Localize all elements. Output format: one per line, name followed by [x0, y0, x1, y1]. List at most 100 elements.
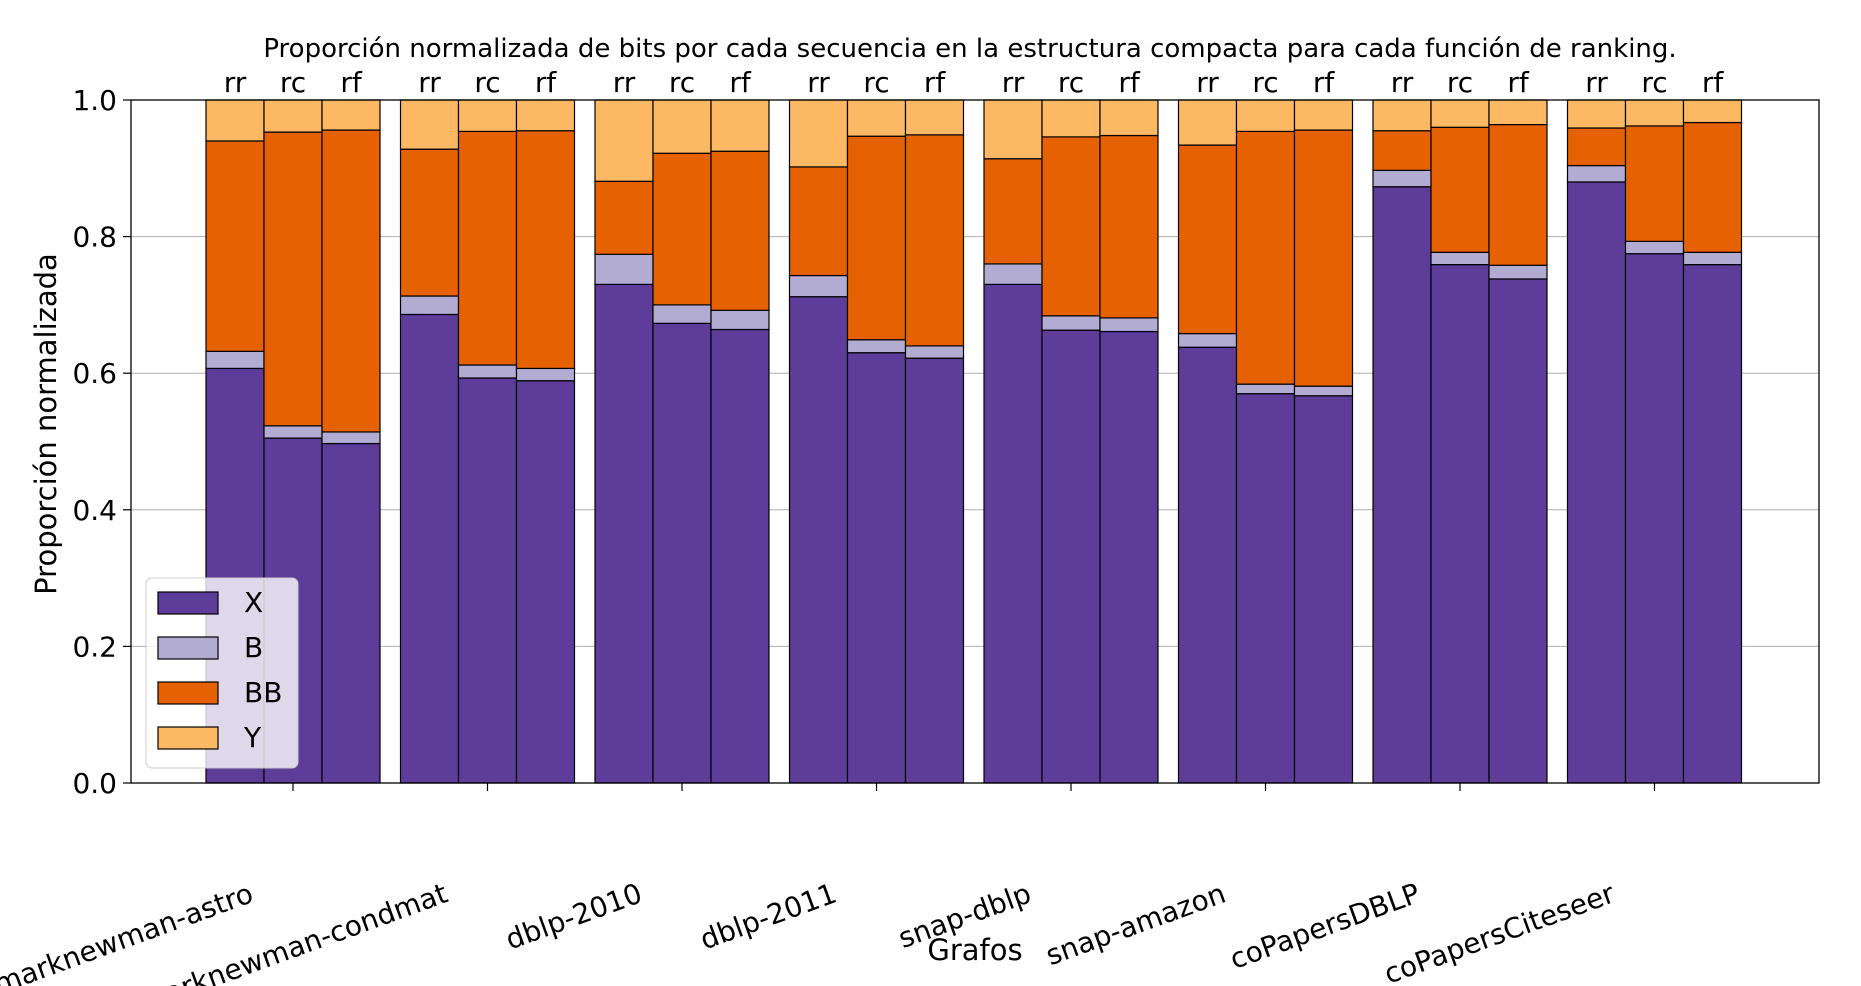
bar-segment-b	[457, 364, 518, 379]
bar-segment-y	[594, 99, 654, 182]
bar-segment-b	[594, 253, 654, 286]
bar-segment-y	[788, 99, 849, 168]
bar-label-rf: rf	[1313, 66, 1336, 99]
bar-segment-y	[1566, 99, 1627, 129]
bar-segment-bb	[457, 130, 518, 366]
bar-segment-b	[983, 263, 1043, 286]
bar-segment-x	[1177, 346, 1238, 784]
bar-segment-y	[710, 99, 770, 152]
bar-segment-x	[594, 283, 654, 784]
plot-frame	[130, 99, 1820, 784]
bar-segment-y	[1041, 99, 1101, 138]
bar-segment-bb	[1682, 121, 1743, 253]
x-axis-label: Grafos	[927, 933, 1022, 967]
bar-segment-x	[1624, 253, 1685, 784]
bar-segment-bb	[321, 129, 381, 433]
bar-segment-b	[1566, 164, 1627, 183]
bar-label-rc: rc	[1641, 66, 1667, 99]
bar-segment-bb	[1488, 123, 1548, 266]
bar-segment-x	[457, 377, 518, 784]
y-tick-label: 0.2	[72, 630, 117, 663]
bar-segment-bb	[710, 150, 770, 311]
bar-label-rr: rr	[1391, 66, 1414, 99]
legend-box	[145, 577, 299, 769]
bar-segment-y	[399, 99, 460, 150]
bar-segment-bb	[788, 166, 849, 277]
bar-label-rr: rr	[1196, 66, 1219, 99]
legend-swatch-y	[157, 726, 219, 750]
x-tick-label: snap-amazon	[1041, 877, 1229, 972]
x-tick-label: dblp-2010	[501, 877, 646, 957]
bar-segment-y	[1624, 99, 1685, 127]
bar-segment-b	[1430, 251, 1490, 266]
bar-segment-b	[1624, 240, 1685, 255]
bar-segment-bb	[1566, 127, 1627, 167]
y-tick-label: 0.0	[72, 767, 117, 800]
bar-label-rf: rf	[729, 66, 752, 99]
bar-segment-b	[904, 345, 965, 359]
bar-segment-bb	[1177, 144, 1238, 335]
bar-segment-y	[1177, 99, 1238, 146]
bar-segment-x	[652, 322, 712, 784]
y-tick-label: 0.8	[72, 221, 117, 254]
bar-segment-y	[1099, 99, 1159, 137]
bar-label-rr: rr	[224, 66, 247, 99]
bar-segment-x	[1041, 329, 1101, 784]
legend-swatch-x	[157, 591, 219, 615]
bar-segment-x	[904, 357, 965, 784]
bar-segment-b	[1041, 315, 1101, 331]
bar-label-rc: rc	[669, 66, 695, 99]
bar-segment-x	[1682, 264, 1743, 784]
bar-segment-x	[846, 352, 907, 784]
legend-label-b: B	[244, 631, 263, 664]
bar-segment-x	[710, 328, 770, 784]
legend-label-x: X	[244, 586, 263, 619]
bar-label-rf: rf	[340, 66, 363, 99]
bar-segment-b	[1372, 169, 1432, 188]
bars	[205, 99, 1743, 784]
bar-segment-b	[1177, 332, 1238, 348]
bar-segment-x	[1430, 264, 1490, 784]
bar-label-rr: rr	[1585, 66, 1608, 99]
bar-segment-y	[1293, 99, 1354, 131]
bar-label-rr: rr	[1002, 66, 1025, 99]
bar-segment-y	[515, 99, 576, 132]
bar-segment-y	[1430, 99, 1490, 128]
legend-swatch-bb	[157, 681, 219, 705]
bar-segment-bb	[594, 180, 654, 255]
bar-segment-x	[1566, 181, 1627, 784]
y-axis-label: Proporción normalizada	[29, 253, 63, 595]
chart-title: Proporción normalizada de bits por cada …	[263, 34, 1676, 64]
bar-segment-y	[983, 99, 1043, 160]
bar-segment-b	[652, 304, 712, 324]
bar-segment-y	[263, 99, 323, 133]
bar-label-rf: rf	[924, 66, 947, 99]
bar-segment-x	[788, 296, 849, 784]
bar-segment-bb	[1099, 134, 1159, 319]
bar-segment-bb	[1372, 130, 1432, 171]
bar-segment-b	[321, 431, 381, 445]
bar-segment-bb	[263, 131, 323, 427]
bar-label-rf: rf	[535, 66, 558, 99]
bar-segment-y	[846, 99, 907, 137]
bar-segment-y	[321, 99, 381, 131]
bar-label-rc: rc	[1252, 66, 1278, 99]
bar-segment-bb	[652, 152, 712, 306]
bar-label-rf: rf	[1118, 66, 1141, 99]
bar-label-rf: rf	[1702, 66, 1725, 99]
bar-segment-bb	[515, 130, 576, 370]
y-tick-label: 1.0	[72, 84, 117, 117]
bar-segment-bb	[846, 135, 907, 341]
bar-segment-bb	[1624, 125, 1685, 242]
legend-label-y: Y	[243, 721, 262, 754]
legend-swatch-b	[157, 636, 219, 660]
bar-segment-x	[399, 313, 460, 784]
bar-segment-bb	[205, 140, 265, 352]
bar-segment-b	[515, 367, 576, 382]
bar-segment-x	[1488, 278, 1548, 784]
bar-label-rr: rr	[613, 66, 636, 99]
bar-segment-x	[983, 283, 1043, 784]
bar-segment-bb	[1235, 130, 1296, 385]
